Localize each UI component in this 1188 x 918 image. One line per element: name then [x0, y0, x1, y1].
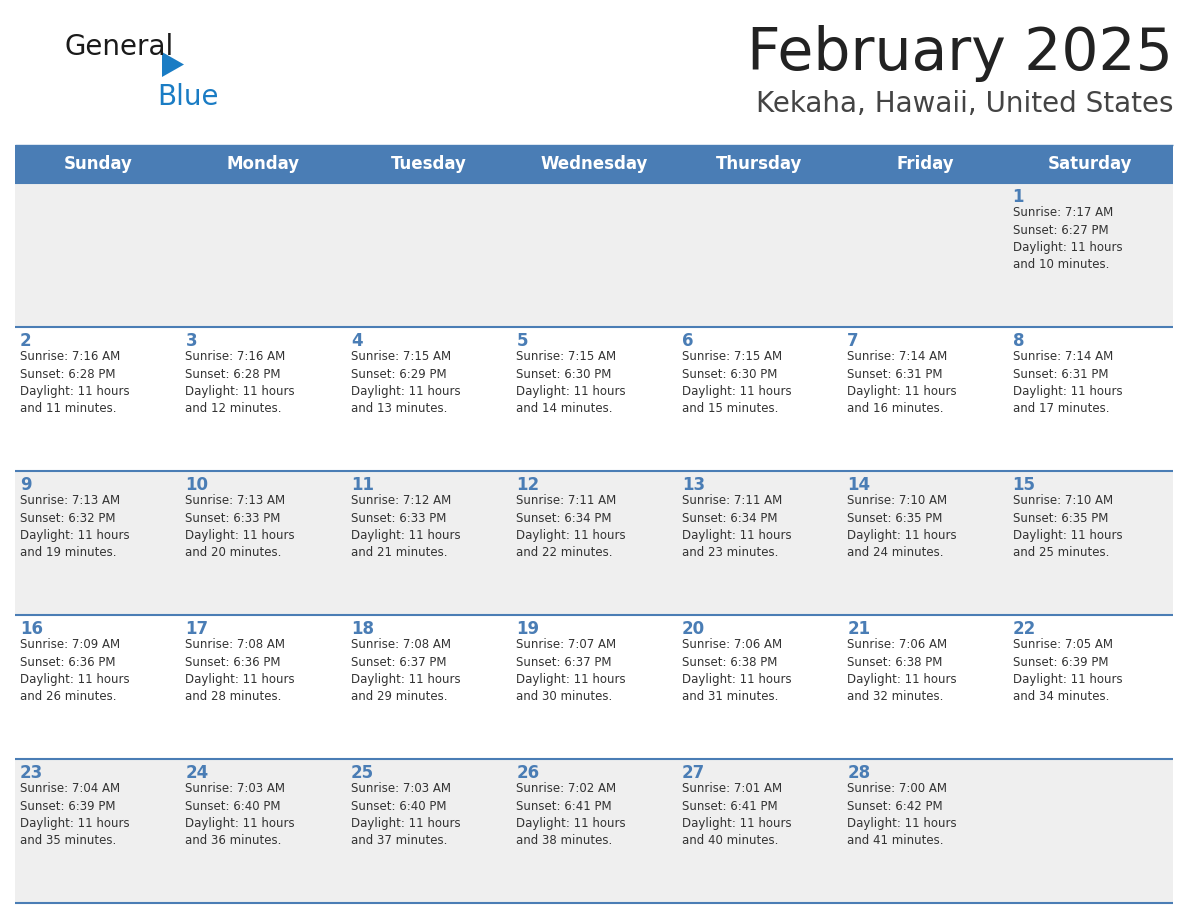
Text: Sunrise: 7:16 AM
Sunset: 6:28 PM
Daylight: 11 hours
and 12 minutes.: Sunrise: 7:16 AM Sunset: 6:28 PM Dayligh…: [185, 350, 295, 416]
Text: 15: 15: [1012, 476, 1036, 494]
Text: 12: 12: [517, 476, 539, 494]
Text: 4: 4: [350, 332, 362, 350]
Text: 24: 24: [185, 764, 209, 782]
Text: Sunrise: 7:12 AM
Sunset: 6:33 PM
Daylight: 11 hours
and 21 minutes.: Sunrise: 7:12 AM Sunset: 6:33 PM Dayligh…: [350, 494, 461, 559]
Text: 17: 17: [185, 620, 209, 638]
Text: Kekaha, Hawaii, United States: Kekaha, Hawaii, United States: [756, 90, 1173, 118]
Text: Sunrise: 7:13 AM
Sunset: 6:32 PM
Daylight: 11 hours
and 19 minutes.: Sunrise: 7:13 AM Sunset: 6:32 PM Dayligh…: [20, 494, 129, 559]
Text: Sunrise: 7:04 AM
Sunset: 6:39 PM
Daylight: 11 hours
and 35 minutes.: Sunrise: 7:04 AM Sunset: 6:39 PM Dayligh…: [20, 782, 129, 847]
Text: Sunrise: 7:10 AM
Sunset: 6:35 PM
Daylight: 11 hours
and 24 minutes.: Sunrise: 7:10 AM Sunset: 6:35 PM Dayligh…: [847, 494, 956, 559]
Text: Sunrise: 7:03 AM
Sunset: 6:40 PM
Daylight: 11 hours
and 37 minutes.: Sunrise: 7:03 AM Sunset: 6:40 PM Dayligh…: [350, 782, 461, 847]
Text: 26: 26: [517, 764, 539, 782]
Bar: [15, 183, 1173, 327]
Text: 19: 19: [517, 620, 539, 638]
Text: Saturday: Saturday: [1048, 155, 1132, 173]
Bar: [15, 471, 1173, 615]
Text: 22: 22: [1012, 620, 1036, 638]
Text: 9: 9: [20, 476, 32, 494]
Text: Wednesday: Wednesday: [541, 155, 647, 173]
Text: Sunrise: 7:14 AM
Sunset: 6:31 PM
Daylight: 11 hours
and 16 minutes.: Sunrise: 7:14 AM Sunset: 6:31 PM Dayligh…: [847, 350, 956, 416]
Text: 23: 23: [20, 764, 43, 782]
Text: Sunrise: 7:13 AM
Sunset: 6:33 PM
Daylight: 11 hours
and 20 minutes.: Sunrise: 7:13 AM Sunset: 6:33 PM Dayligh…: [185, 494, 295, 559]
Text: 10: 10: [185, 476, 208, 494]
Text: Sunrise: 7:01 AM
Sunset: 6:41 PM
Daylight: 11 hours
and 40 minutes.: Sunrise: 7:01 AM Sunset: 6:41 PM Dayligh…: [682, 782, 791, 847]
Text: Sunday: Sunday: [63, 155, 132, 173]
Bar: [15, 145, 1173, 183]
Polygon shape: [162, 52, 184, 77]
Bar: [15, 615, 1173, 759]
Text: 11: 11: [350, 476, 374, 494]
Text: Sunrise: 7:05 AM
Sunset: 6:39 PM
Daylight: 11 hours
and 34 minutes.: Sunrise: 7:05 AM Sunset: 6:39 PM Dayligh…: [1012, 638, 1123, 703]
Text: 1: 1: [1012, 188, 1024, 206]
Text: Sunrise: 7:11 AM
Sunset: 6:34 PM
Daylight: 11 hours
and 22 minutes.: Sunrise: 7:11 AM Sunset: 6:34 PM Dayligh…: [517, 494, 626, 559]
Text: 28: 28: [847, 764, 871, 782]
Text: Tuesday: Tuesday: [391, 155, 467, 173]
Text: Sunrise: 7:08 AM
Sunset: 6:37 PM
Daylight: 11 hours
and 29 minutes.: Sunrise: 7:08 AM Sunset: 6:37 PM Dayligh…: [350, 638, 461, 703]
Text: Thursday: Thursday: [716, 155, 803, 173]
Text: Sunrise: 7:15 AM
Sunset: 6:30 PM
Daylight: 11 hours
and 15 minutes.: Sunrise: 7:15 AM Sunset: 6:30 PM Dayligh…: [682, 350, 791, 416]
Text: Friday: Friday: [896, 155, 954, 173]
Text: Blue: Blue: [157, 83, 219, 111]
Text: Sunrise: 7:07 AM
Sunset: 6:37 PM
Daylight: 11 hours
and 30 minutes.: Sunrise: 7:07 AM Sunset: 6:37 PM Dayligh…: [517, 638, 626, 703]
Text: 7: 7: [847, 332, 859, 350]
Text: Sunrise: 7:09 AM
Sunset: 6:36 PM
Daylight: 11 hours
and 26 minutes.: Sunrise: 7:09 AM Sunset: 6:36 PM Dayligh…: [20, 638, 129, 703]
Text: 16: 16: [20, 620, 43, 638]
Text: 27: 27: [682, 764, 704, 782]
Text: 14: 14: [847, 476, 871, 494]
Text: General: General: [65, 33, 175, 61]
Text: Monday: Monday: [227, 155, 299, 173]
Text: Sunrise: 7:15 AM
Sunset: 6:30 PM
Daylight: 11 hours
and 14 minutes.: Sunrise: 7:15 AM Sunset: 6:30 PM Dayligh…: [517, 350, 626, 416]
Text: 5: 5: [517, 332, 527, 350]
Text: Sunrise: 7:06 AM
Sunset: 6:38 PM
Daylight: 11 hours
and 31 minutes.: Sunrise: 7:06 AM Sunset: 6:38 PM Dayligh…: [682, 638, 791, 703]
Text: 3: 3: [185, 332, 197, 350]
Text: Sunrise: 7:16 AM
Sunset: 6:28 PM
Daylight: 11 hours
and 11 minutes.: Sunrise: 7:16 AM Sunset: 6:28 PM Dayligh…: [20, 350, 129, 416]
Text: 8: 8: [1012, 332, 1024, 350]
Text: 25: 25: [350, 764, 374, 782]
Text: 6: 6: [682, 332, 694, 350]
Text: 20: 20: [682, 620, 704, 638]
Text: Sunrise: 7:17 AM
Sunset: 6:27 PM
Daylight: 11 hours
and 10 minutes.: Sunrise: 7:17 AM Sunset: 6:27 PM Dayligh…: [1012, 206, 1123, 272]
Text: Sunrise: 7:08 AM
Sunset: 6:36 PM
Daylight: 11 hours
and 28 minutes.: Sunrise: 7:08 AM Sunset: 6:36 PM Dayligh…: [185, 638, 295, 703]
Text: Sunrise: 7:03 AM
Sunset: 6:40 PM
Daylight: 11 hours
and 36 minutes.: Sunrise: 7:03 AM Sunset: 6:40 PM Dayligh…: [185, 782, 295, 847]
Text: Sunrise: 7:10 AM
Sunset: 6:35 PM
Daylight: 11 hours
and 25 minutes.: Sunrise: 7:10 AM Sunset: 6:35 PM Dayligh…: [1012, 494, 1123, 559]
Text: 2: 2: [20, 332, 32, 350]
Bar: [15, 759, 1173, 903]
Text: Sunrise: 7:02 AM
Sunset: 6:41 PM
Daylight: 11 hours
and 38 minutes.: Sunrise: 7:02 AM Sunset: 6:41 PM Dayligh…: [517, 782, 626, 847]
Text: Sunrise: 7:06 AM
Sunset: 6:38 PM
Daylight: 11 hours
and 32 minutes.: Sunrise: 7:06 AM Sunset: 6:38 PM Dayligh…: [847, 638, 956, 703]
Text: 13: 13: [682, 476, 704, 494]
Text: Sunrise: 7:11 AM
Sunset: 6:34 PM
Daylight: 11 hours
and 23 minutes.: Sunrise: 7:11 AM Sunset: 6:34 PM Dayligh…: [682, 494, 791, 559]
Text: Sunrise: 7:00 AM
Sunset: 6:42 PM
Daylight: 11 hours
and 41 minutes.: Sunrise: 7:00 AM Sunset: 6:42 PM Dayligh…: [847, 782, 956, 847]
Bar: [15, 327, 1173, 471]
Text: Sunrise: 7:15 AM
Sunset: 6:29 PM
Daylight: 11 hours
and 13 minutes.: Sunrise: 7:15 AM Sunset: 6:29 PM Dayligh…: [350, 350, 461, 416]
Text: Sunrise: 7:14 AM
Sunset: 6:31 PM
Daylight: 11 hours
and 17 minutes.: Sunrise: 7:14 AM Sunset: 6:31 PM Dayligh…: [1012, 350, 1123, 416]
Text: 18: 18: [350, 620, 374, 638]
Text: 21: 21: [847, 620, 871, 638]
Text: February 2025: February 2025: [747, 25, 1173, 82]
